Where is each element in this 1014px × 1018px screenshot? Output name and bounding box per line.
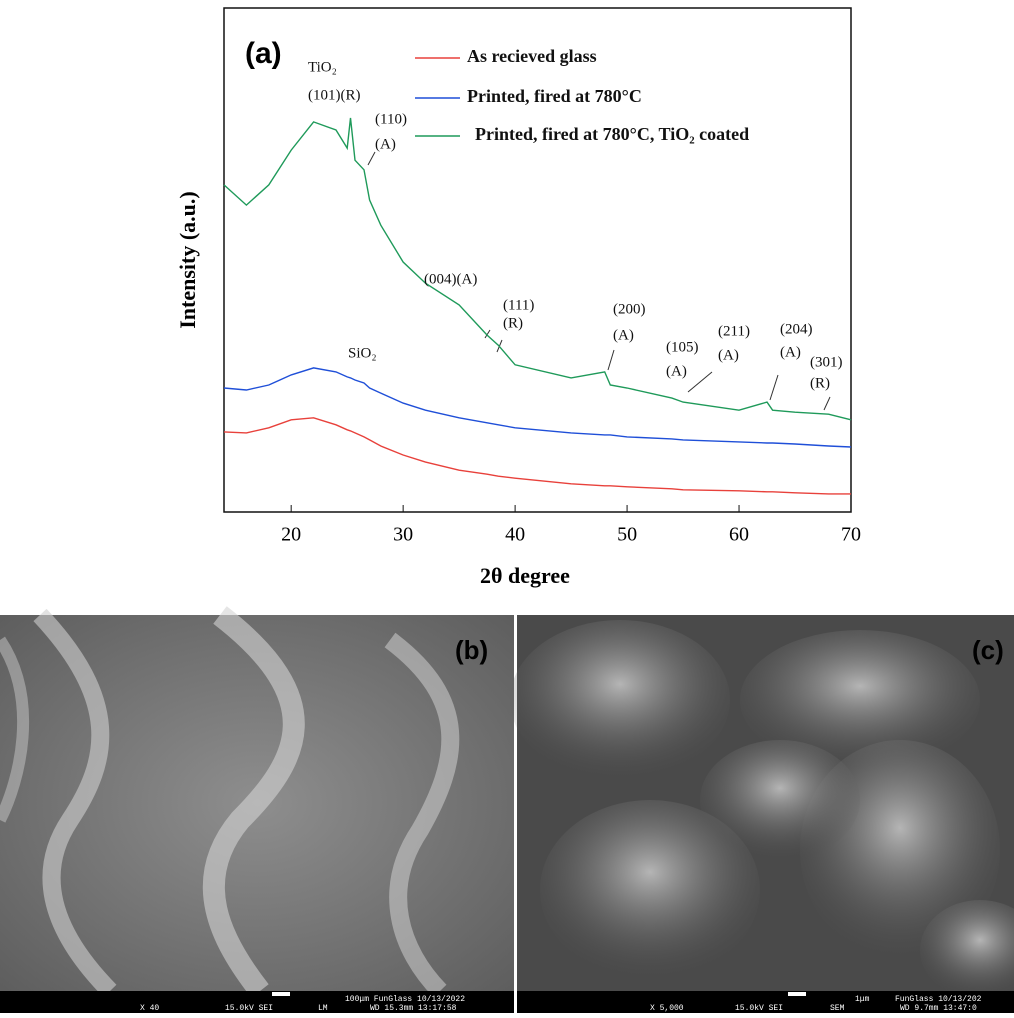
x-tick-label: 40 xyxy=(505,524,525,546)
annotation: (204) xyxy=(780,321,813,337)
annotation: (A) xyxy=(613,327,634,343)
annotation: (200) xyxy=(613,301,646,317)
footer-text: SEM xyxy=(830,1004,845,1013)
x-tick-label: 50 xyxy=(617,524,637,546)
annotation: (A) xyxy=(666,363,687,379)
x-tick-label: 30 xyxy=(393,524,413,546)
legend-label: Printed, fired at 780°C, TiO₂ coated xyxy=(475,124,749,144)
footer-text: 15.0kV SEI xyxy=(735,1004,783,1013)
footer-text: LM xyxy=(318,1004,328,1013)
footer-text: 100μm FunGlass 10/13/2022 xyxy=(345,995,465,1004)
annotation: (211) xyxy=(718,323,750,339)
footer-text: WD 9.7mm 13:47:0 xyxy=(900,1004,977,1013)
y-axis-label: Intensity (a.u.) xyxy=(175,191,200,329)
annotation: (R) xyxy=(810,375,830,391)
sem-image-c xyxy=(510,615,1014,1013)
annotation: (101)(R) xyxy=(308,87,361,103)
sem-image-b xyxy=(0,615,514,1013)
footer-text: X 5,000 xyxy=(650,1004,684,1013)
x-tick-label: 20 xyxy=(281,524,301,546)
panel-label: (a) xyxy=(245,37,282,70)
annotation: TiO₂ xyxy=(308,59,337,75)
annotation: (A) xyxy=(718,347,739,363)
footer-text: 15.0kV SEI xyxy=(225,1004,273,1013)
annotation: (105) xyxy=(666,339,699,355)
series-line xyxy=(224,368,851,447)
annotation: (301) xyxy=(810,354,843,370)
footer-text: FunGlass 10/13/202 xyxy=(895,995,982,1004)
x-tick-label: 60 xyxy=(729,524,749,546)
figure: (a) 2θ degree Intensity (a.u.) 20 30 40 50 6… xyxy=(0,0,1014,1013)
annotation: (004)(A) xyxy=(424,271,477,287)
footer-text: 1μm xyxy=(855,995,870,1004)
page: {"chart_data":{"type":"line","panel_labe… xyxy=(0,0,1014,1018)
annotation: SiO₂ xyxy=(348,345,377,361)
x-tick-label: 70 xyxy=(841,524,861,546)
annotation: (A) xyxy=(780,344,801,360)
legend-label: Printed, fired at 780°C xyxy=(467,86,642,106)
footer-text: WD 15.3mm 13:17:58 xyxy=(370,1004,457,1013)
image-label: (b) xyxy=(455,635,488,665)
series-line xyxy=(224,118,851,420)
plot-frame xyxy=(224,8,851,512)
footer-text: X 40 xyxy=(140,1004,159,1013)
x-axis-label: 2θ degree xyxy=(480,563,570,588)
legend-label: As recieved glass xyxy=(467,46,597,66)
annotation: (111) xyxy=(503,297,534,313)
annotation: (110) xyxy=(375,111,407,127)
image-label: (c) xyxy=(972,635,1004,665)
annotation: (A) xyxy=(375,136,396,152)
annotation: (R) xyxy=(503,315,523,331)
